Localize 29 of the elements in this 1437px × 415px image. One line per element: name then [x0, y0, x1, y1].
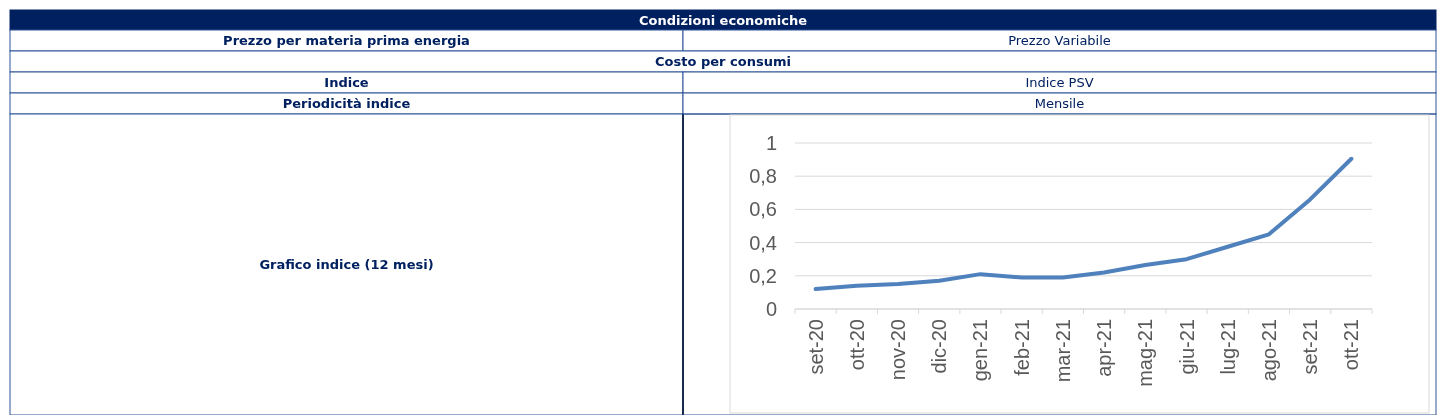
x-tick-label: ago-21 — [1257, 319, 1280, 382]
x-tick-label: nov-20 — [887, 319, 910, 381]
text: Mensile — [1034, 96, 1085, 112]
x-tick-label: ott-20 — [845, 319, 868, 371]
text: Periodicità indice — [282, 96, 411, 112]
y-tick-label: 0,2 — [749, 264, 777, 287]
x-tick-label: lug-21 — [1216, 319, 1239, 375]
text: Indice PSV — [1025, 75, 1094, 91]
x-tick-label: giu-21 — [1175, 319, 1198, 375]
y-tick-label: 0 — [765, 298, 777, 320]
text: Prezzo Variabile — [1008, 33, 1111, 49]
y-tick-label: 0,8 — [749, 165, 777, 188]
x-tick-label: mag-21 — [1134, 319, 1157, 387]
text: Costo per consumi — [655, 54, 791, 70]
x-tick-label: ott-21 — [1340, 319, 1363, 371]
x-tick-label: apr-21 — [1093, 319, 1116, 377]
y-tick-label: 0,4 — [749, 231, 777, 254]
x-tick-label: set-21 — [1299, 319, 1322, 375]
x-tick-label: set-20 — [804, 319, 827, 375]
text: Condizioni economiche — [638, 12, 808, 28]
x-tick-label: dic-20 — [928, 319, 951, 374]
text: Prezzo per materia prima energia — [223, 33, 470, 49]
y-tick-label: 1 — [765, 132, 777, 154]
x-tick-label: mar-21 — [1051, 319, 1074, 383]
x-tick-label: gen-21 — [969, 319, 992, 382]
text: Indice — [324, 75, 369, 91]
y-tick-label: 0,6 — [749, 198, 777, 221]
x-tick-label: feb-21 — [1010, 319, 1033, 376]
text: Grafico indice (12 mesi) — [259, 257, 434, 273]
